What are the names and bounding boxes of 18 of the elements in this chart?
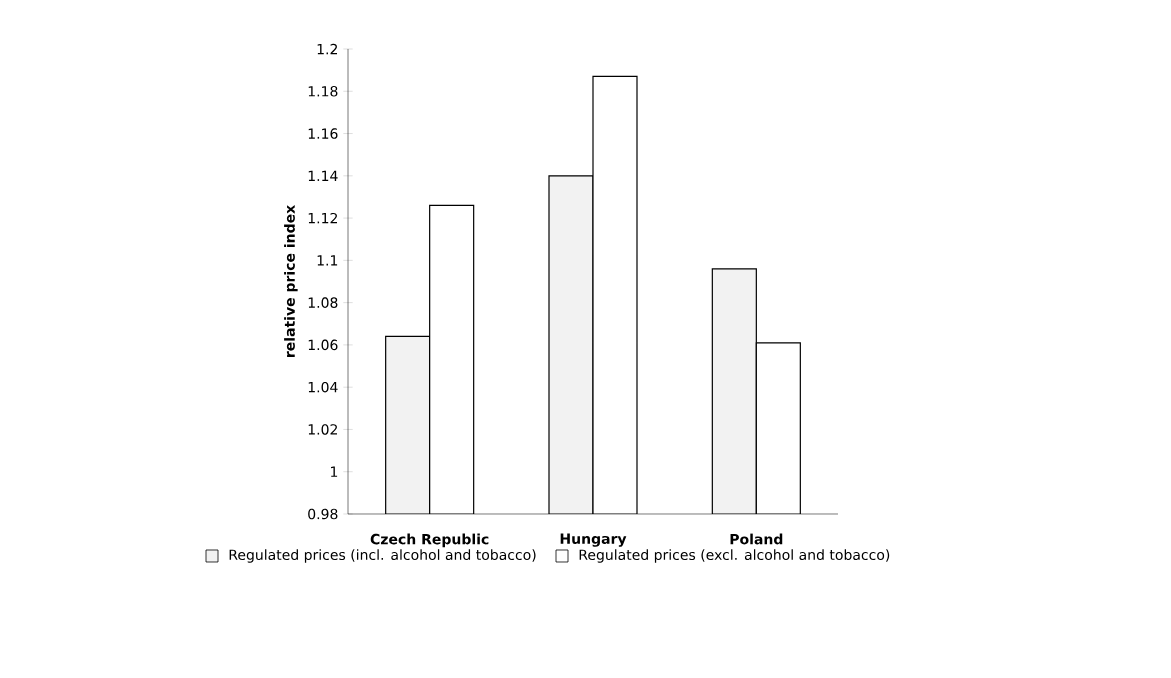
y-tick-label: 1.2 bbox=[317, 43, 337, 55]
y-tick-label: 1.1 bbox=[317, 255, 338, 266]
text: Regulated prices (excl. alcohol and tobacco) bbox=[579, 549, 890, 563]
y-tick-label: 1.06 bbox=[308, 339, 338, 351]
y-tick-label: 1.12 bbox=[308, 212, 337, 224]
text: Regulated prices (incl. alcohol and tobacco) bbox=[229, 549, 536, 563]
x-tick-label: Hungary bbox=[560, 533, 627, 547]
y-tick-label: 1.16 bbox=[308, 128, 338, 139]
y-tick-label: 1.04 bbox=[308, 381, 338, 393]
y-tick-label: 1.14 bbox=[308, 170, 338, 181]
y-axis-title: relative price index bbox=[284, 205, 298, 357]
y-tick-label: 0.98 bbox=[308, 508, 338, 520]
y-tick-label: 1.02 bbox=[308, 424, 337, 435]
y-tick-label: 1.08 bbox=[308, 297, 338, 308]
y-tick-label: 1 bbox=[331, 466, 338, 477]
x-tick-label: Poland bbox=[730, 533, 783, 545]
x-tick-label: Czech Republic bbox=[370, 533, 489, 548]
y-tick-label: 1.18 bbox=[308, 85, 338, 97]
